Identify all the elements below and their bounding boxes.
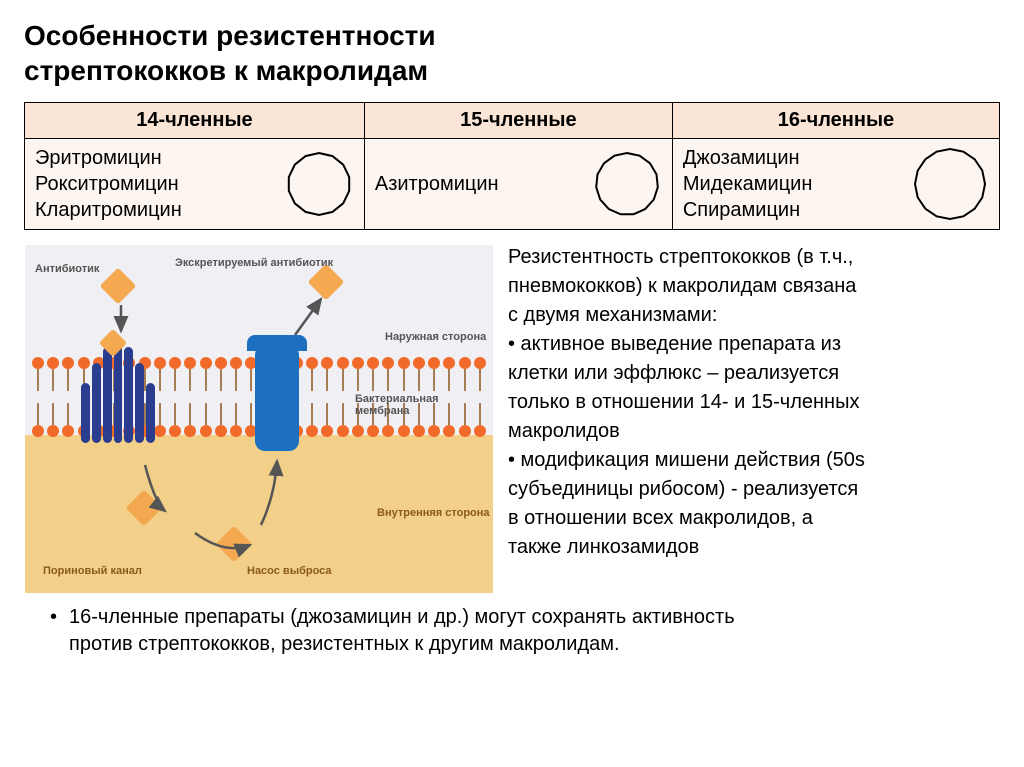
bottom-line-1: 16-членные препараты (джозамицин и др.) … xyxy=(69,604,735,631)
label-antibiotic: Антибиотик xyxy=(35,263,99,275)
intro-line: пневмококков) к макролидам связана xyxy=(508,273,1000,300)
bullet-2-line: в отношении всех макролидов, а xyxy=(508,505,1000,532)
table-row: Эритромицин Рокситромицин Кларитромицин … xyxy=(25,139,1000,230)
bullet-1-line: макролидов xyxy=(508,418,1000,445)
antibiotic-in xyxy=(100,268,137,305)
bottom-line-2: против стрептококков, резистентных к дру… xyxy=(69,631,735,658)
intro-line: с двумя механизмами: xyxy=(508,302,1000,329)
drug-list-16: Джозамицин Мидекамицин Спирамицин xyxy=(683,145,813,223)
ring-15-icon xyxy=(592,145,662,223)
label-pump: Насос выброса xyxy=(247,565,332,577)
mechanism-text: Резистентность стрептококков (в т.ч., пн… xyxy=(508,244,1000,563)
label-outer: Наружная сторона xyxy=(385,331,486,343)
drug-name: Рокситромицин xyxy=(35,171,182,197)
bullet-1-line: клетки или эффлюкс – реализуется xyxy=(508,360,1000,387)
col-header-14: 14-членные xyxy=(25,103,365,139)
bullet-2-line: субъединицы рибосом) - реализуется xyxy=(508,476,1000,503)
bullet-1-line: • активное выведение препарата из xyxy=(508,331,1000,358)
cell-14: Эритромицин Рокситромицин Кларитромицин xyxy=(25,139,365,230)
cell-16: Джозамицин Мидекамицин Спирамицин xyxy=(672,139,999,230)
title-line-2: стрептококков к макролидам xyxy=(24,55,428,86)
drug-name: Эритромицин xyxy=(35,145,182,171)
antibiotic-out xyxy=(308,264,345,301)
bottom-bullet: • xyxy=(24,604,57,658)
drug-name: Кларитромицин xyxy=(35,197,182,223)
porin-channel xyxy=(81,343,155,443)
label-inner: Внутренняя сторона xyxy=(377,507,490,519)
drug-list-15: Азитромицин xyxy=(375,171,499,197)
bullet-2-line: • модификация мишени действия (50s xyxy=(508,447,1000,474)
cell-15: Азитромицин xyxy=(364,139,672,230)
ring-16-icon xyxy=(911,145,989,223)
drug-name: Джозамицин xyxy=(683,145,813,171)
title-line-1: Особенности резистентности xyxy=(24,20,436,51)
ring-14-icon xyxy=(284,145,354,223)
efflux-pump xyxy=(255,345,299,451)
drug-name: Азитромицин xyxy=(375,171,499,197)
bottom-text: 16-членные препараты (джозамицин и др.) … xyxy=(69,604,735,658)
macrolide-table: 14-членные 15-членные 16-членные Эритром… xyxy=(24,102,1000,230)
lower-section: Антибиотик Экскретируемый антибиотик Нар… xyxy=(24,244,1000,594)
bullet-1-line: только в отношении 14- и 15-членных xyxy=(508,389,1000,416)
col-header-15: 15-членные xyxy=(364,103,672,139)
slide-title: Особенности резистентности стрептококков… xyxy=(24,18,1000,88)
drug-name: Мидекамицин xyxy=(683,171,813,197)
col-header-16: 16-членные xyxy=(672,103,999,139)
drug-name: Спирамицин xyxy=(683,197,813,223)
bullet-2-line: также линкозамидов xyxy=(508,534,1000,561)
efflux-diagram: Антибиотик Экскретируемый антибиотик Нар… xyxy=(24,244,494,594)
label-porin: Пориновый канал xyxy=(43,565,142,577)
label-excreted: Экскретируемый антибиотик xyxy=(175,257,333,269)
label-membrane: Бактериальная мембрана xyxy=(355,393,493,417)
drug-list-14: Эритромицин Рокситромицин Кларитромицин xyxy=(35,145,182,223)
table-header-row: 14-членные 15-членные 16-членные xyxy=(25,103,1000,139)
intro-line: Резистентность стрептококков (в т.ч., xyxy=(508,244,1000,271)
bottom-note: • 16-членные препараты (джозамицин и др.… xyxy=(24,604,1000,658)
